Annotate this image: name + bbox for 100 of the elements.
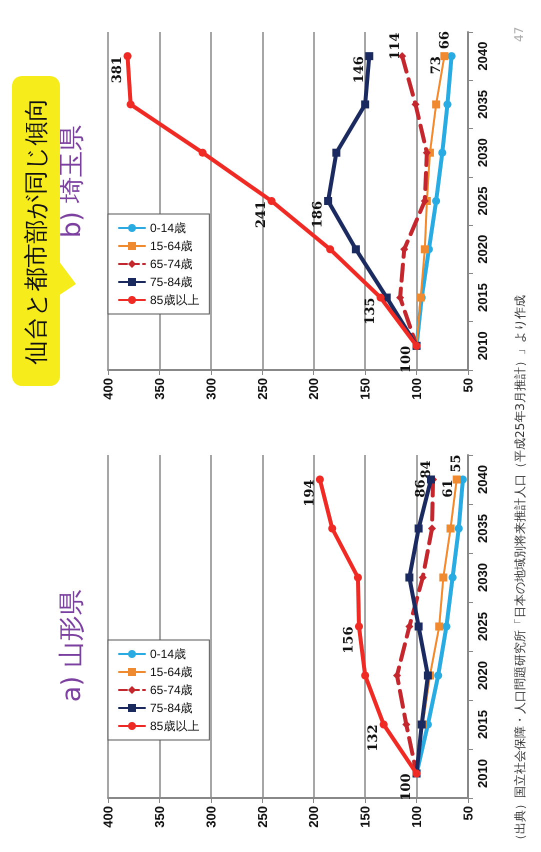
point (361, 672, 370, 680)
x-tick-label: 400 (100, 806, 116, 828)
x-tick-label: 350 (152, 806, 167, 828)
data-label: 55 (448, 454, 464, 473)
point (316, 476, 324, 484)
y-tick-label: 2040 (475, 42, 490, 71)
point (361, 100, 370, 108)
data-label: 186 (310, 201, 326, 228)
data-label: 194 (302, 480, 318, 507)
x-tick-label: 150 (358, 378, 373, 400)
point (438, 148, 446, 157)
point (352, 245, 360, 254)
x-tick-label: 350 (152, 378, 167, 400)
point (420, 245, 429, 254)
point (402, 720, 410, 728)
point (418, 574, 427, 582)
y-tick-label: 2020 (475, 234, 490, 264)
y-tick-label: 2025 (475, 186, 490, 216)
point (452, 476, 461, 484)
x-tick-label: 50 (460, 378, 476, 392)
text: 仙台と都市部が同じ傾向 (22, 98, 50, 364)
legend-label: 75-84歳 (150, 701, 193, 715)
data-label: 146 (352, 56, 367, 84)
point (376, 294, 385, 302)
point (435, 622, 444, 630)
data-label: 86 (413, 480, 428, 498)
point (354, 622, 363, 630)
y-tick-label: 2030 (475, 138, 490, 168)
point (414, 524, 423, 532)
data-label: 61 (441, 480, 456, 498)
point (268, 197, 276, 205)
point (198, 148, 207, 157)
x-tick-label: 100 (409, 806, 424, 828)
x-tick-label: 300 (203, 806, 218, 828)
point (446, 524, 455, 532)
point (405, 574, 414, 582)
point (442, 622, 450, 630)
x-tick-label: 100 (409, 378, 424, 400)
legend-label: 85歳以上 (150, 719, 200, 733)
point (405, 622, 414, 630)
point (380, 720, 388, 728)
legend-label: 15-64歳 (150, 665, 193, 679)
data-label: 381 (110, 56, 126, 84)
data-label: 73 (428, 56, 444, 74)
point (432, 197, 440, 205)
x-tick-label: 250 (254, 806, 270, 828)
y-tick-label: 2025 (475, 612, 490, 641)
x-tick-label: 400 (100, 378, 116, 400)
point (326, 245, 334, 254)
point (434, 672, 442, 680)
point (365, 52, 374, 60)
y-tick-label: 2035 (475, 514, 490, 543)
data-label: 100 (399, 346, 414, 373)
legend-label: 0-14歳 (150, 647, 186, 661)
x-tick-label: 50 (460, 806, 476, 820)
data-label: 66 (438, 31, 453, 50)
x-tick-label: 200 (306, 378, 322, 400)
y-tick-label: 2015 (475, 710, 490, 739)
y-tick-label: 2010 (475, 759, 490, 788)
legend-label: 0-14歳 (150, 221, 186, 235)
point (354, 574, 362, 582)
y-tick-label: 2030 (475, 563, 490, 592)
point (432, 100, 440, 108)
legend-label: 65-74歳 (150, 257, 193, 271)
legend-label: 15-64歳 (150, 239, 193, 253)
text: b) 埼玉県 (57, 125, 87, 238)
data-label: 114 (388, 32, 404, 60)
y-tick-label: 2040 (475, 465, 490, 494)
data-label: 132 (366, 724, 382, 752)
text: （出典）国立社会保障・人口問題研究所「日本の地域別将来推計人口（平成25年3月推計）」より作成 (512, 295, 528, 846)
data-label: 156 (341, 626, 356, 654)
data-label: 241 (254, 201, 270, 228)
data-label: 135 (363, 298, 378, 325)
y-tick-label: 2035 (475, 90, 490, 119)
y-tick-label: 2020 (475, 661, 490, 690)
point (414, 622, 423, 630)
legend-label: 85歳以上 (150, 293, 200, 307)
legend-label: 75-84歳 (150, 275, 193, 289)
point (324, 197, 332, 205)
x-tick-label: 150 (358, 806, 373, 828)
x-tick-label: 300 (203, 378, 218, 400)
text: 47 (512, 26, 526, 42)
point (124, 52, 132, 60)
point (126, 100, 135, 108)
y-tick-label: 2015 (475, 283, 490, 312)
text: a) 山形県 (57, 590, 87, 702)
point (454, 524, 463, 532)
data-label: 100 (399, 774, 414, 801)
point (448, 574, 457, 582)
point (440, 52, 448, 60)
point (439, 574, 448, 582)
point (448, 52, 456, 60)
y-tick-label: 2010 (475, 331, 490, 360)
point (328, 524, 336, 532)
point (443, 100, 452, 108)
point (412, 100, 420, 108)
x-tick-label: 200 (306, 806, 322, 828)
x-tick-label: 250 (254, 378, 270, 400)
point (332, 148, 340, 157)
legend-label: 65-74歳 (150, 683, 193, 697)
